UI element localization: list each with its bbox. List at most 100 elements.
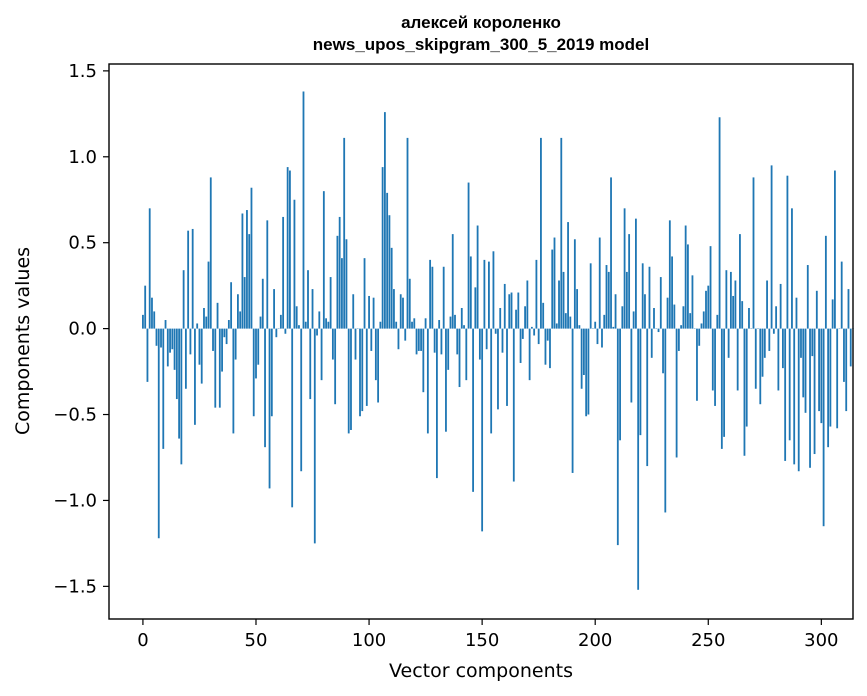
bar-109 [388,215,391,329]
bar-304 [829,328,832,427]
bar-111 [393,289,395,329]
bar-36 [223,328,226,338]
bar-29 [207,261,210,329]
bar-108 [386,192,389,329]
bar-135 [447,328,450,370]
bar-105 [379,321,382,329]
bar-125 [424,318,427,329]
bar-290 [797,328,800,472]
bar-246 [698,328,701,346]
bar-73 [307,270,309,329]
y-axis-label: Components values [12,247,34,435]
x-tick-label: 250 [691,630,725,651]
bar-215 [628,234,631,329]
bar-66 [291,328,294,508]
bar-67 [293,199,296,329]
bar-179 [546,328,549,341]
bar-9 [162,328,165,449]
bar-220 [639,328,642,436]
bar-197 [587,328,590,415]
bar-312 [847,289,850,329]
bar-303 [827,328,830,448]
bar-270 [752,177,755,329]
bar-260 [729,271,732,329]
bar-287 [791,208,793,329]
bar-286 [788,328,791,441]
bar-295 [809,328,811,468]
bar-116 [404,328,407,341]
bar-17 [180,328,183,465]
bar-37 [225,328,228,345]
bar-212 [621,306,624,329]
bar-61 [279,314,282,329]
bar-277 [768,328,771,351]
bar-65 [289,170,291,329]
bar-114 [399,294,402,329]
bar-145 [469,256,472,329]
bar-208 [612,326,615,329]
bar-74 [309,328,312,400]
bar-143 [465,328,468,381]
bar-257 [723,328,726,437]
bar-149 [478,328,481,360]
bar-182 [553,237,556,329]
bar-41 [234,328,237,360]
bar-162 [508,294,511,329]
bar-79 [320,328,323,381]
x-tick-label: 50 [245,630,268,651]
bar-140 [458,328,461,388]
bar-82 [327,321,330,329]
bar-268 [748,307,750,329]
bar-58 [273,289,275,329]
bar-313 [849,328,852,367]
bar-69 [298,325,300,329]
bar-240 [684,225,687,329]
y-tick-label: 1.5 [68,61,97,82]
bar-273 [759,328,762,405]
bar-150 [481,328,484,532]
bar-239 [682,306,685,329]
bar-138 [454,314,456,329]
bar-241 [687,244,689,329]
bar-83 [329,277,332,329]
bar-226 [653,307,655,329]
bar-185 [560,137,563,329]
bar-284 [784,328,787,461]
bar-18 [182,270,185,329]
bar-237 [677,328,680,351]
bar-258 [725,270,728,329]
bar-80 [322,191,325,329]
bar-155 [492,251,495,329]
bar-310 [843,328,845,382]
bar-221 [641,263,644,329]
bar-309 [840,261,843,329]
bar-122 [417,328,420,351]
bar-51 [257,328,260,365]
bar-151 [483,259,486,329]
x-tick-label: 150 [465,630,499,651]
bar-196 [585,328,588,417]
bar-21 [189,328,192,355]
bar-6 [155,328,158,346]
bar-90 [345,239,348,329]
bar-282 [779,283,782,329]
bar-25 [198,328,201,365]
bar-30 [209,177,212,329]
bar-63 [284,328,287,334]
bar-177 [542,302,545,329]
bar-234 [671,256,673,329]
bar-0 [142,314,144,329]
bar-218 [635,218,637,329]
bar-261 [732,295,735,329]
bar-137 [451,234,454,329]
bar-251 [709,246,712,329]
bar-186 [562,271,565,329]
bar-245 [696,328,698,401]
bar-271 [754,328,757,389]
bar-71 [302,91,305,329]
bar-213 [623,208,626,329]
bar-294 [806,265,809,329]
bars-layer [142,91,854,590]
bar-163 [510,292,513,329]
